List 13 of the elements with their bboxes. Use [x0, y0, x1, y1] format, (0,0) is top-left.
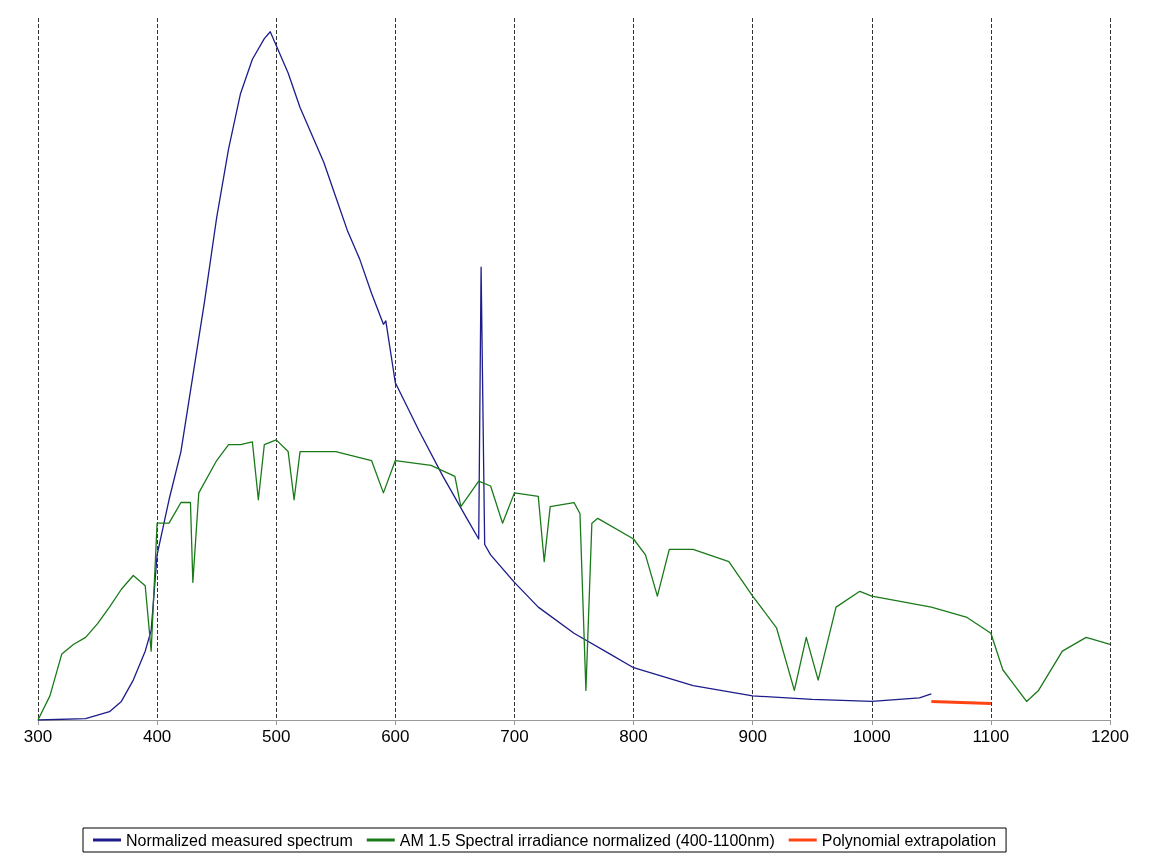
x-tick-label: 1000	[852, 727, 891, 746]
x-tick-label: 900	[738, 727, 767, 746]
x-tick-label: 800	[619, 727, 648, 746]
x-tick-label: 700	[500, 727, 529, 746]
x-tick-label: 400	[142, 727, 172, 746]
legend-label: Normalized measured spectrum	[126, 831, 353, 849]
x-tick-label: 1100	[972, 727, 1010, 746]
x-tick-label: 500	[262, 727, 291, 746]
legend-label: Polynomial extrapolation	[821, 831, 997, 849]
x-tick-label: 300	[23, 727, 53, 746]
legend-label: AM 1.5 Spectral irradiance normalized (400-1100nm)	[399, 831, 775, 849]
x-tick-label: 1200	[1091, 727, 1129, 746]
x-tick-label: 600	[381, 727, 410, 746]
